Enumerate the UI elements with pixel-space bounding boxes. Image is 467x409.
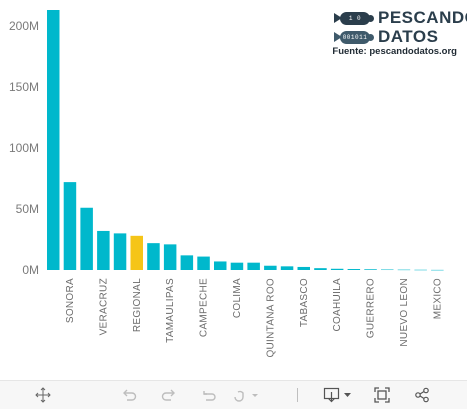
bar[interactable]: [297, 266, 311, 270]
bar[interactable]: [314, 268, 327, 270]
x-category-label: COLIMA: [232, 278, 243, 318]
bar[interactable]: [113, 233, 127, 270]
x-category-label: SONORA: [65, 278, 76, 323]
x-category-label: NUEVO LEON: [399, 278, 410, 347]
bar[interactable]: [431, 269, 444, 271]
x-category-label: QUINTANA ROO: [265, 278, 276, 358]
bar[interactable]: [214, 261, 227, 270]
bar[interactable]: [180, 255, 194, 270]
fish-icon: 1 0: [334, 11, 374, 25]
bar[interactable]: [130, 235, 144, 270]
bar[interactable]: [47, 10, 60, 270]
share-icon[interactable]: [414, 387, 430, 403]
y-tick-label: 0M: [22, 263, 39, 277]
source-text: Fuente: pescandodatos.org: [332, 46, 457, 57]
bar[interactable]: [63, 182, 77, 270]
y-tick-label: 50M: [16, 202, 39, 216]
bar[interactable]: [381, 269, 394, 271]
logo-word-pescando: PESCANDO: [378, 8, 467, 27]
bar[interactable]: [163, 244, 177, 270]
bar[interactable]: [197, 256, 210, 270]
logo-word-datos: DATOS: [378, 27, 439, 46]
bar[interactable]: [330, 268, 344, 270]
y-tick-label: 100M: [9, 141, 39, 155]
x-category-label: MEXICO: [432, 278, 443, 319]
x-category-label: COAHUILA: [332, 278, 343, 332]
bar[interactable]: [264, 265, 277, 270]
bar[interactable]: [347, 269, 361, 270]
x-category-label: CAMPECHE: [199, 278, 210, 337]
chart-area: 0M 50M 100M 150M 200M SONORA VERACRUZ REGIONAL T…: [9, 10, 444, 358]
revert-icon[interactable]: [201, 387, 217, 403]
y-tick-label: 150M: [9, 80, 39, 94]
logo-row-2: 001011 DATOS: [334, 27, 438, 47]
x-category-label: REGIONAL: [132, 278, 143, 332]
bar[interactable]: [247, 262, 260, 270]
bar[interactable]: [230, 262, 244, 270]
bar-chart: 0M 50M 100M 150M 200M SONORA VERACRUZ REGIONAL T…: [9, 10, 444, 358]
bar[interactable]: [80, 207, 93, 270]
y-tick-label: 200M: [9, 19, 39, 33]
logo-row-1: 1 0 PESCANDO: [334, 8, 467, 28]
bar[interactable]: [280, 266, 294, 270]
bar[interactable]: [364, 269, 377, 270]
bar[interactable]: [147, 243, 160, 270]
bar[interactable]: [414, 269, 427, 271]
x-category-label: TAMAULIPAS: [165, 278, 176, 343]
x-category-label: GUERRERO: [366, 278, 377, 338]
bar[interactable]: [97, 230, 110, 270]
bar[interactable]: [397, 269, 411, 271]
fish-binary-icon: 001011: [334, 30, 374, 44]
pan-icon[interactable]: [35, 387, 51, 403]
x-category-label: TABASCO: [299, 278, 310, 327]
refresh-icon[interactable]: [232, 387, 260, 403]
viz-toolbar: [0, 380, 467, 409]
x-category-label: VERACRUZ: [98, 278, 109, 335]
undo-icon[interactable]: [121, 387, 137, 403]
pescando-datos-logo: 1 0 PESCANDO 001011 DATOS: [334, 6, 467, 60]
download-icon[interactable]: [323, 387, 353, 403]
fullscreen-icon[interactable]: [374, 387, 390, 403]
toolbar-divider: [297, 388, 298, 402]
redo-icon[interactable]: [161, 387, 177, 403]
